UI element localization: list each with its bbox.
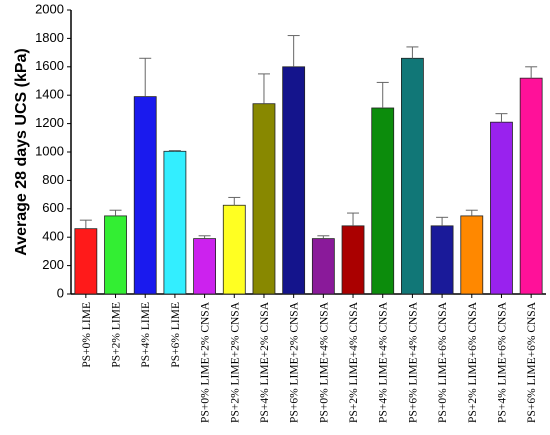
bar bbox=[74, 228, 98, 295]
bar bbox=[104, 215, 127, 295]
x-tick-label: PS+2% LIME+4% CNSA bbox=[348, 301, 360, 423]
bar bbox=[401, 57, 424, 295]
x-tick-label: PS+4% LIME+6% CNSA bbox=[496, 301, 508, 423]
bar bbox=[133, 96, 157, 295]
bar bbox=[163, 150, 187, 295]
x-tick-labels: PS+0% LIME PS+2% LIME PS+4% LIME PS+6% LIME… bbox=[81, 294, 538, 423]
bar bbox=[430, 225, 454, 295]
x-tick-label: PS+2% LIME bbox=[111, 302, 123, 368]
x-tick-label: PS+2% LIME+2% CNSA bbox=[229, 301, 241, 423]
y-ticks: 0 200 400 600 800 1000 1200 1400 1600 1800 2000 bbox=[35, 1, 71, 300]
y-axis-label: Average 28 days UCS (kPa) bbox=[13, 48, 30, 256]
y-tick-label: 1600 bbox=[35, 58, 64, 73]
x-tick-label: PS+0% LIME+2% CNSA bbox=[200, 301, 212, 423]
y-tick-label: 1800 bbox=[35, 30, 64, 45]
bar bbox=[311, 238, 335, 295]
bar bbox=[193, 238, 216, 295]
y-tick-label: 600 bbox=[42, 200, 64, 215]
y-tick-label: 200 bbox=[42, 257, 64, 272]
bar bbox=[371, 107, 395, 295]
y-tick-label: 800 bbox=[42, 172, 64, 187]
x-tick-label: PS+2% LIME+6% CNSA bbox=[467, 301, 479, 423]
x-tick-label: PS+0% LIME+4% CNSA bbox=[318, 301, 330, 423]
y-tick-label: 1000 bbox=[35, 143, 64, 158]
bar bbox=[282, 66, 306, 295]
x-tick-label: PS+0% LIME bbox=[81, 302, 93, 368]
x-tick-label: PS+6% LIME+2% CNSA bbox=[289, 301, 301, 423]
x-tick-label: PS+6% LIME+6% CNSA bbox=[526, 301, 538, 423]
y-tick-label: 400 bbox=[42, 229, 64, 244]
x-tick-label: PS+6% LIME bbox=[170, 302, 182, 368]
x-tick-label: PS+4% LIME bbox=[140, 302, 152, 368]
y-tick-label: 1400 bbox=[35, 87, 64, 102]
bar bbox=[490, 121, 513, 295]
x-tick-label: PS+4% LIME+4% CNSA bbox=[378, 301, 390, 423]
bar bbox=[519, 77, 543, 295]
y-tick-label: 2000 bbox=[35, 1, 64, 16]
x-tick-label: PS+6% LIME+4% CNSA bbox=[407, 301, 419, 423]
bar bbox=[341, 225, 365, 295]
error-bars bbox=[79, 35, 538, 239]
x-tick-label: PS+4% LIME+2% CNSA bbox=[259, 301, 271, 423]
bars bbox=[74, 57, 543, 295]
y-tick-label: 0 bbox=[57, 285, 64, 300]
x-tick-label: PS+0% LIME+6% CNSA bbox=[437, 301, 449, 423]
bar bbox=[460, 215, 484, 295]
bar bbox=[222, 204, 246, 295]
y-tick-label: 1200 bbox=[35, 115, 64, 130]
bar bbox=[252, 103, 276, 295]
